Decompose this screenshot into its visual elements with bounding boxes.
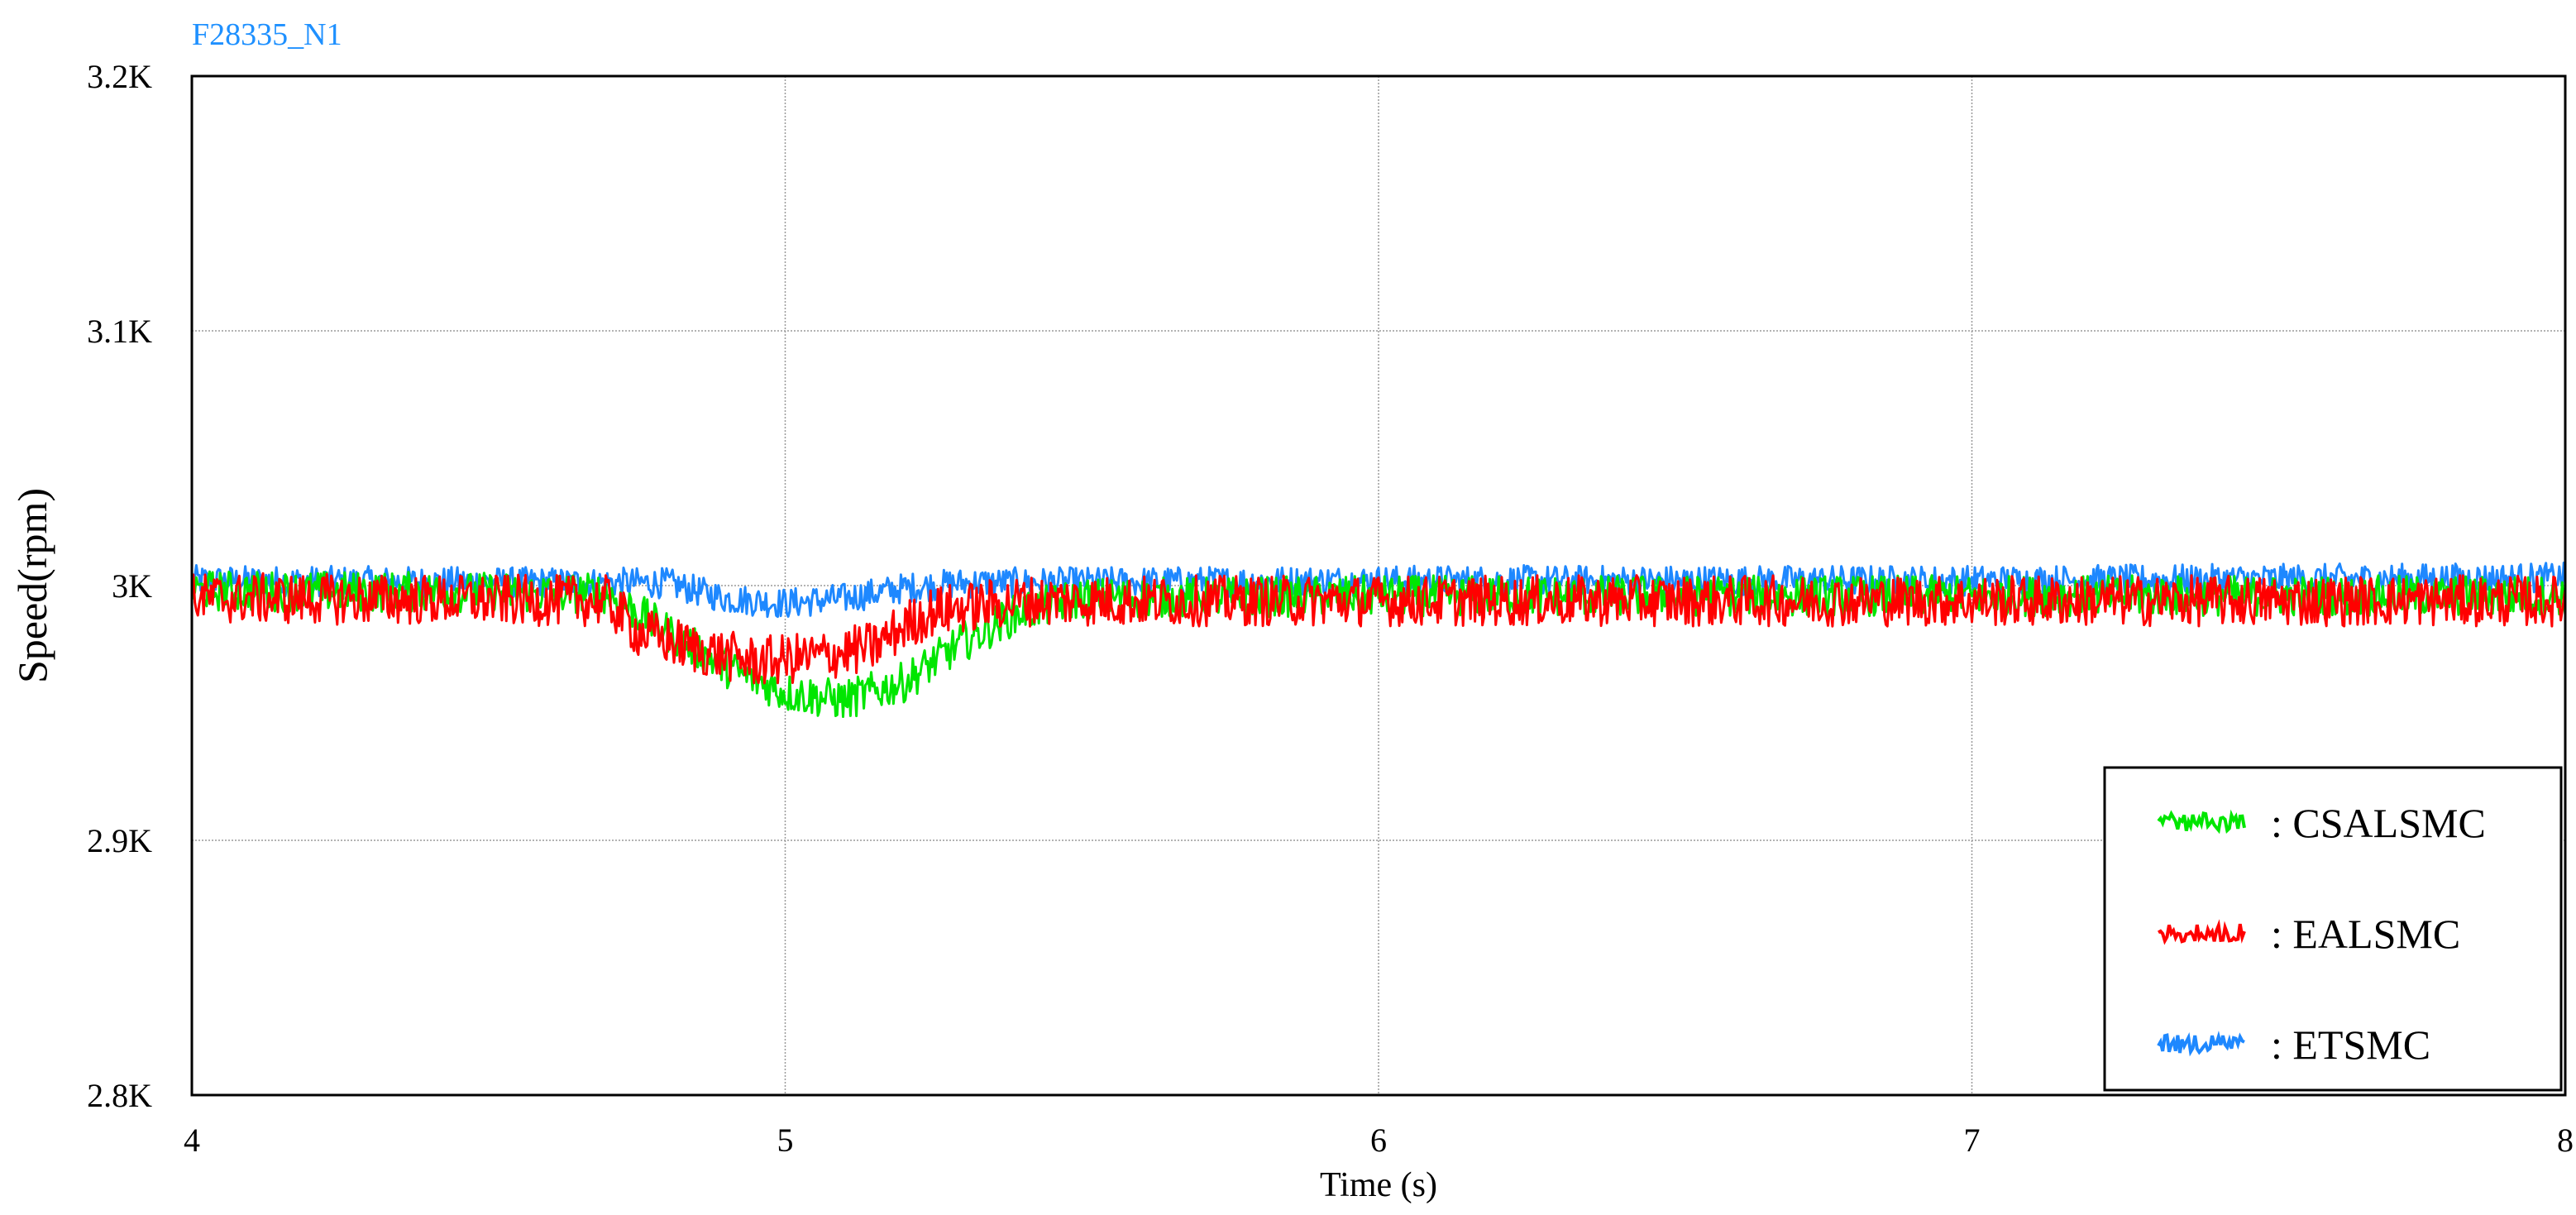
legend-swatch xyxy=(2157,809,2246,835)
legend-label: : CSALSMC xyxy=(2271,800,2486,846)
y-tick-label: 2.9K xyxy=(87,822,152,859)
tick-labels: 4 5 6 7 8 2.8K 2.9K 3K 3.1K 3.2K xyxy=(87,58,2574,1159)
plot-frame xyxy=(190,74,2567,1097)
y-tick-label: 3K xyxy=(112,567,152,605)
x-tick-label: 5 xyxy=(777,1122,794,1159)
x-tick-label: 4 xyxy=(184,1122,200,1159)
y-axis-title: Speed(rpm) xyxy=(9,488,55,683)
x-tick-label: 7 xyxy=(1964,1122,1981,1159)
legend-swatch xyxy=(2158,919,2246,945)
legend-swatch xyxy=(2157,1031,2245,1057)
chart-title: F28335_N1 xyxy=(192,17,342,52)
series-layer xyxy=(190,562,2567,718)
x-tick-label: 8 xyxy=(2557,1122,2574,1159)
legend: : CSALSMC : EALSMC : ETSMC xyxy=(2103,766,2563,1092)
series-line xyxy=(190,572,2567,685)
x-tick-label: 6 xyxy=(1370,1122,1387,1159)
y-tick-label: 2.8K xyxy=(87,1077,152,1114)
legend-label: : ETSMC xyxy=(2271,1021,2430,1068)
legend-label: : EALSMC xyxy=(2271,911,2460,957)
y-tick-label: 3.1K xyxy=(87,313,152,350)
y-tick-label: 3.2K xyxy=(87,58,152,95)
x-axis-title: Time (s) xyxy=(1320,1166,1437,1204)
